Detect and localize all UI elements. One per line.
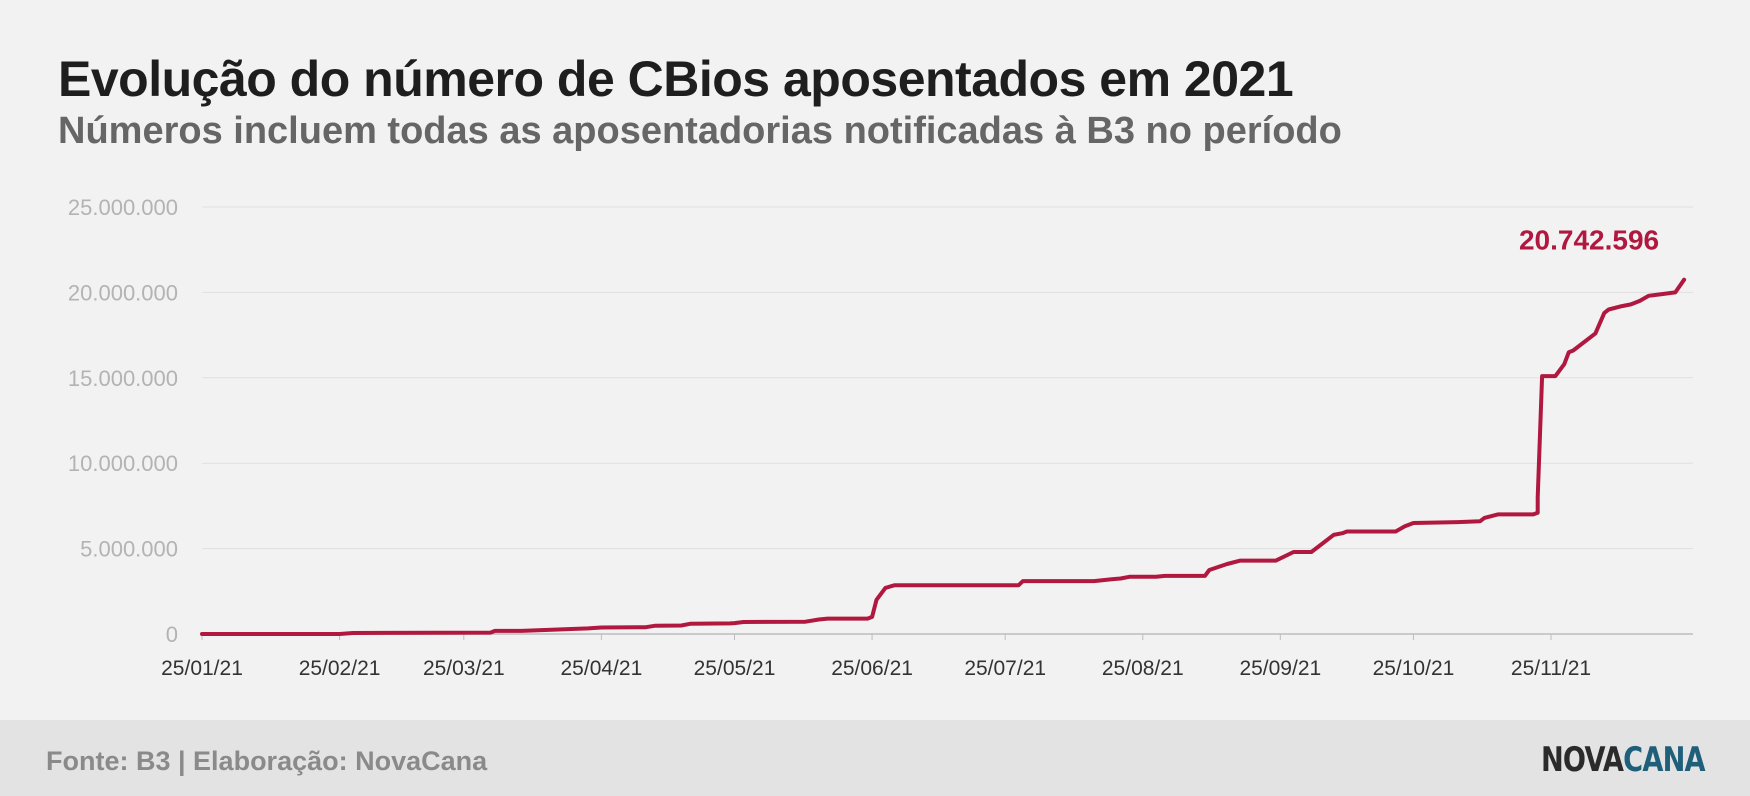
- x-tick-label: 25/11/21: [1511, 657, 1591, 680]
- x-tick-label: 25/10/21: [1373, 657, 1455, 680]
- x-tick-label: 25/07/21: [964, 657, 1046, 680]
- x-tick-label: 25/04/21: [561, 657, 643, 680]
- line-chart: 0 5.000.000 10.000.000 15.000.000 20.000.000…: [68, 195, 1693, 680]
- y-tick-label: 25.000.000: [68, 195, 178, 220]
- annotation-layer: 20.742.596: [1519, 225, 1659, 256]
- x-axis-tick-labels: 25/01/21 25/02/21 25/03/21 25/04/21 25/05/21…: [161, 634, 1591, 680]
- y-tick-label: 5.000.000: [80, 537, 178, 562]
- x-tick-label: 25/02/21: [299, 657, 381, 680]
- chart-subtitle: Números incluem todas as aposentadorias …: [58, 110, 1342, 152]
- source-credit: Fonte: B3 | Elaboração: NovaCana: [46, 746, 488, 776]
- gridlines: [202, 206, 1693, 635]
- x-tick-label: 25/03/21: [423, 657, 505, 680]
- footer: Fonte: B3 | Elaboração: NovaCana NOVACAN…: [0, 720, 1750, 796]
- y-tick-label: 0: [166, 622, 178, 647]
- novacana-logo: NOVACANA: [1541, 740, 1706, 780]
- final-value-label: 20.742.596: [1519, 225, 1659, 256]
- logo-cana: CANA: [1623, 740, 1705, 780]
- series-layer: [200, 277, 1687, 636]
- y-axis-tick-labels: 0 5.000.000 10.000.000 15.000.000 20.000.000…: [68, 195, 178, 647]
- y-tick-label: 15.000.000: [68, 366, 178, 391]
- series-line: [200, 277, 1687, 636]
- logo-nova: NOVA: [1541, 740, 1624, 780]
- x-tick-label: 25/08/21: [1102, 657, 1184, 680]
- x-tick-label: 25/05/21: [694, 657, 776, 680]
- x-tick-label: 25/09/21: [1239, 657, 1321, 680]
- x-tick-label: 25/06/21: [831, 657, 913, 680]
- chart-title: Evolução do número de CBios aposentados …: [58, 51, 1294, 107]
- y-tick-label: 10.000.000: [68, 451, 178, 476]
- x-tick-label: 25/01/21: [161, 657, 243, 680]
- y-tick-label: 20.000.000: [68, 280, 178, 305]
